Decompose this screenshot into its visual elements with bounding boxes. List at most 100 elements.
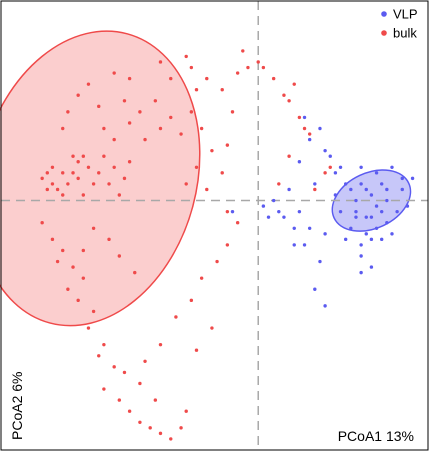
point-vlp (385, 188, 388, 191)
point-vlp (303, 243, 306, 246)
point-bulk (56, 188, 59, 191)
point-bulk (66, 288, 69, 291)
point-bulk (205, 188, 208, 191)
point-vlp (359, 182, 362, 185)
point-bulk (112, 71, 115, 74)
point-bulk (159, 343, 162, 346)
point-vlp (282, 215, 285, 218)
legend: VLP bulk (381, 7, 417, 41)
point-vlp (411, 177, 414, 180)
legend-label-vlp: VLP (393, 7, 418, 22)
point-bulk (123, 177, 126, 180)
point-bulk (293, 82, 296, 85)
point-bulk (159, 432, 162, 435)
point-vlp (293, 243, 296, 246)
point-bulk (298, 116, 301, 119)
point-vlp (354, 199, 357, 202)
point-bulk (262, 66, 265, 69)
point-bulk (128, 77, 131, 80)
point-bulk (40, 177, 43, 180)
point-vlp (365, 232, 368, 235)
point-bulk (200, 276, 203, 279)
legend-marker-vlp (381, 11, 387, 17)
point-bulk (179, 132, 182, 135)
point-bulk (51, 182, 54, 185)
point-bulk (287, 99, 290, 102)
point-bulk (56, 260, 59, 263)
point-vlp (344, 238, 347, 241)
point-bulk (66, 110, 69, 113)
point-bulk (107, 238, 110, 241)
point-bulk (221, 88, 224, 91)
point-bulk (329, 166, 332, 169)
point-vlp (370, 215, 373, 218)
point-bulk (133, 271, 136, 274)
point-bulk (138, 421, 141, 424)
point-bulk (128, 160, 131, 163)
point-bulk (102, 155, 105, 158)
legend-label-bulk: bulk (393, 26, 417, 41)
point-vlp (339, 210, 342, 213)
point-bulk (303, 127, 306, 130)
point-bulk (76, 94, 79, 97)
y-axis-label: PCoA2 6% (9, 372, 25, 440)
point-vlp (370, 265, 373, 268)
point-bulk (61, 193, 64, 196)
point-bulk (102, 127, 105, 130)
point-vlp (272, 199, 275, 202)
point-bulk (46, 188, 49, 191)
point-bulk (154, 398, 157, 401)
point-vlp (390, 166, 393, 169)
point-vlp (390, 232, 393, 235)
point-bulk (148, 426, 151, 429)
point-bulk (71, 171, 74, 174)
legend-marker-bulk (381, 30, 387, 36)
point-vlp (401, 177, 404, 180)
point-vlp (318, 127, 321, 130)
point-bulk (241, 49, 244, 52)
point-bulk (87, 82, 90, 85)
point-vlp (370, 193, 373, 196)
point-bulk (169, 437, 172, 440)
point-vlp (359, 166, 362, 169)
point-vlp (329, 155, 332, 158)
point-vlp (380, 210, 383, 213)
point-vlp (365, 188, 368, 191)
point-bulk (221, 171, 224, 174)
point-vlp (303, 116, 306, 119)
ellipse-bulk (0, 6, 232, 351)
point-bulk (92, 182, 95, 185)
point-bulk (195, 88, 198, 91)
point-bulk (236, 221, 239, 224)
point-vlp (277, 210, 280, 213)
point-bulk (323, 171, 326, 174)
point-vlp (365, 215, 368, 218)
point-vlp (375, 171, 378, 174)
point-bulk (257, 60, 260, 63)
point-bulk (61, 127, 64, 130)
point-vlp (318, 260, 321, 263)
point-vlp (287, 188, 290, 191)
point-bulk (143, 360, 146, 363)
point-bulk (282, 94, 285, 97)
point-bulk (174, 315, 177, 318)
point-bulk (210, 326, 213, 329)
point-bulk (246, 66, 249, 69)
point-vlp (380, 182, 383, 185)
point-vlp (395, 210, 398, 213)
point-bulk (82, 193, 85, 196)
point-bulk (128, 121, 131, 124)
point-bulk (313, 188, 316, 191)
point-bulk (159, 60, 162, 63)
point-bulk (277, 182, 280, 185)
point-vlp (349, 188, 352, 191)
point-bulk (215, 260, 218, 263)
point-vlp (380, 238, 383, 241)
point-vlp (298, 160, 301, 163)
point-bulk (231, 110, 234, 113)
point-vlp (231, 210, 234, 213)
point-vlp (323, 149, 326, 152)
point-bulk (71, 265, 74, 268)
point-bulk (76, 299, 79, 302)
